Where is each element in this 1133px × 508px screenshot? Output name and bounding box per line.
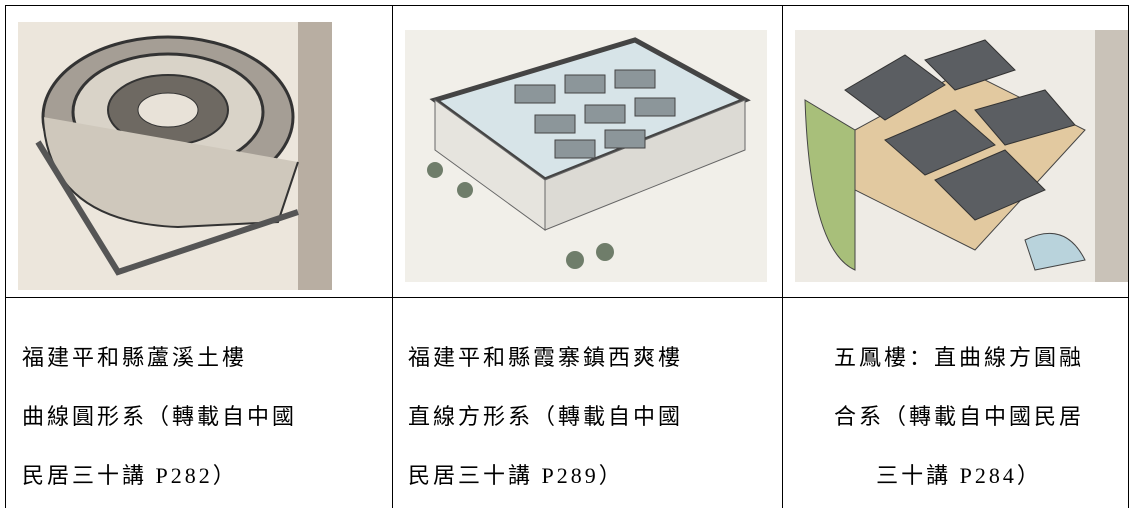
table-border <box>392 5 393 508</box>
caption-line: 民居三十講 P282） <box>22 463 238 488</box>
illustration <box>18 22 332 290</box>
caption-line: 合系（轉載自中國民居 <box>833 404 1084 429</box>
caption-line: 福建平和縣蘆溪土樓 <box>22 345 248 370</box>
caption: 福建平和縣霞寨鎮西爽樓 直線方形系（轉載自中國 民居三十講 P289） <box>408 328 683 505</box>
caption-line: 五鳳樓：直曲線方圓融 <box>833 345 1084 370</box>
table-border <box>1128 5 1129 508</box>
caption-line: 三十講 P284） <box>876 463 1042 488</box>
table-border <box>782 5 783 508</box>
caption-line: 曲線圓形系（轉載自中國 <box>22 404 298 429</box>
table-border <box>5 5 1129 6</box>
caption-line: 直線方形系（轉載自中國 <box>408 404 684 429</box>
illustration <box>795 30 1128 282</box>
table-border <box>5 297 1129 298</box>
caption-line: 福建平和縣霞寨鎮西爽樓 <box>408 345 684 370</box>
caption: 五鳳樓：直曲線方圓融 合系（轉載自中國民居 三十講 P284） <box>790 328 1128 505</box>
caption: 福建平和縣蘆溪土樓 曲線圓形系（轉載自中國 民居三十講 P282） <box>22 328 297 505</box>
illustration <box>405 30 767 282</box>
caption-line: 民居三十講 P289） <box>408 463 624 488</box>
table-border <box>5 5 6 508</box>
